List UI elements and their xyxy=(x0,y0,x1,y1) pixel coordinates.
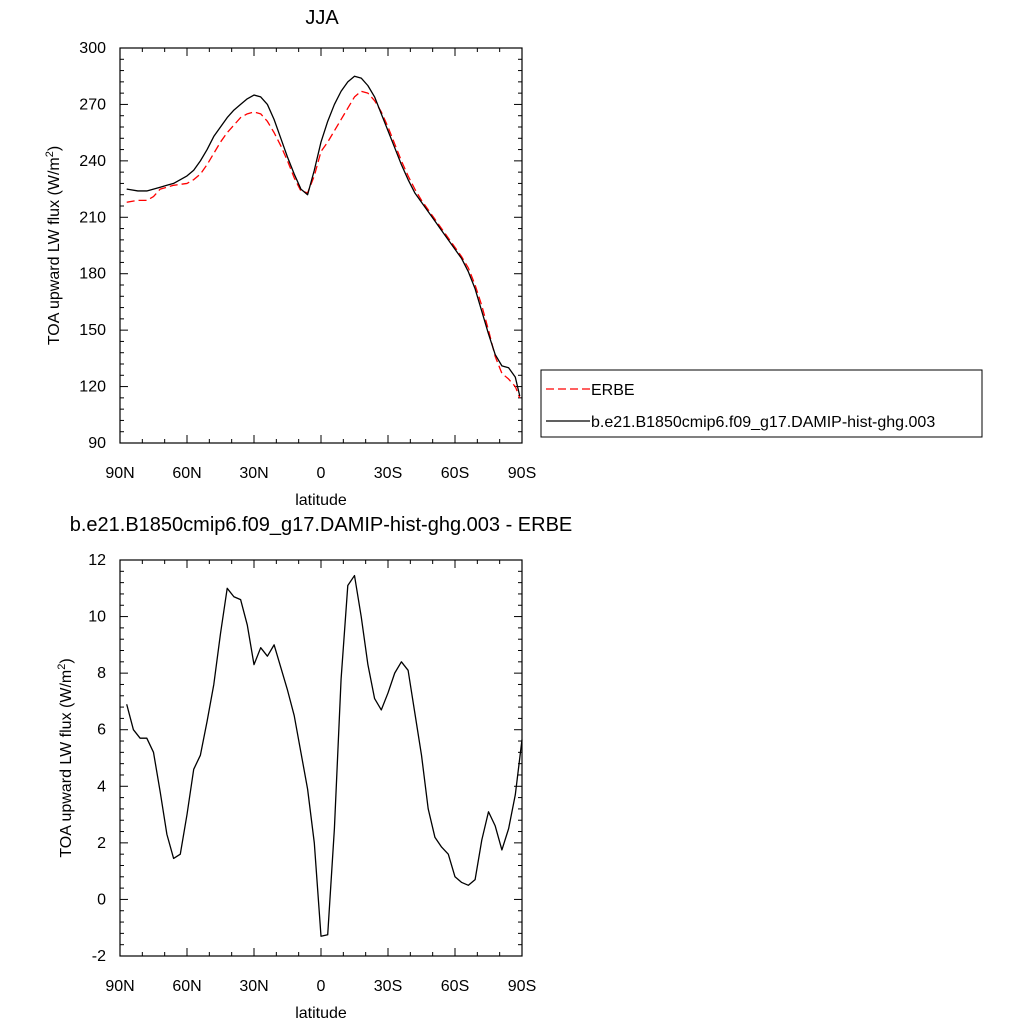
series-layer xyxy=(126,75,521,399)
x-tick-labels: 90N 60N 30N 0 30S 60S 90S xyxy=(105,465,536,482)
y-tick-label: 10 xyxy=(88,609,106,626)
x-tick-label: 90N xyxy=(105,978,134,995)
legend-erbe-label: ERBE xyxy=(591,382,635,399)
tick-marks xyxy=(119,47,523,444)
x-tick-label: 90S xyxy=(508,978,536,995)
y-tick-label: 8 xyxy=(97,665,106,682)
x-axis-label: latitude xyxy=(295,492,347,509)
legend: ERBE b.e21.B1850cmip6.f09_g17.DAMIP-hist… xyxy=(540,369,983,438)
y-tick-label: 0 xyxy=(97,891,106,908)
y-tick-label: 150 xyxy=(79,322,106,339)
series-line-erbe xyxy=(126,90,521,399)
y-axis-label: TOA upward LW flux (W/m2) xyxy=(44,146,63,345)
y-tick-label: 6 xyxy=(97,722,106,739)
legend-model-label: b.e21.B1850cmip6.f09_g17.DAMIP-hist-ghg.… xyxy=(591,414,935,431)
x-tick-label: 30N xyxy=(239,465,268,482)
y-tick-label: 2 xyxy=(97,835,106,852)
plot-frame xyxy=(119,47,523,444)
series-line-model xyxy=(126,75,521,397)
y-tick-label: 240 xyxy=(79,153,106,170)
y-tick-label: 90 xyxy=(88,435,106,452)
x-tick-label: 30N xyxy=(239,978,268,995)
x-tick-label: 90N xyxy=(105,465,134,482)
y-tick-label: 270 xyxy=(79,96,106,113)
y-tick-label: 180 xyxy=(79,266,106,283)
x-tick-label: 60S xyxy=(441,465,469,482)
x-tick-label: 0 xyxy=(317,465,326,482)
x-tick-label: 60S xyxy=(441,978,469,995)
y-tick-label: 4 xyxy=(97,778,106,795)
panel-title: JJA xyxy=(305,7,339,29)
x-tick-label: 60N xyxy=(172,978,201,995)
y-tick-label: 120 xyxy=(79,379,106,396)
y-tick-labels: 90 120 150 180 210 240 270 300 xyxy=(79,40,106,452)
series-layer xyxy=(126,574,523,937)
y-tick-label: 12 xyxy=(88,552,106,569)
legend-box xyxy=(540,369,983,438)
y-tick-labels: -2 0 2 4 6 8 10 12 xyxy=(88,552,106,965)
jja-panel: JJA 90 120 150 180 210 240 270 300 90N 60N 30N 0 30… xyxy=(44,7,983,509)
series-line-difference xyxy=(126,574,523,937)
x-axis-label: latitude xyxy=(295,1005,347,1022)
x-tick-label: 90S xyxy=(508,465,536,482)
x-tick-label: 60N xyxy=(172,465,201,482)
y-tick-label: 300 xyxy=(79,40,106,57)
panel-title: b.e21.B1850cmip6.f09_g17.DAMIP-hist-ghg.… xyxy=(70,514,573,536)
x-tick-label: 0 xyxy=(317,978,326,995)
x-tick-label: 30S xyxy=(374,465,402,482)
y-tick-label: 210 xyxy=(79,209,106,226)
x-tick-label: 30S xyxy=(374,978,402,995)
y-axis-label: TOA upward LW flux (W/m2) xyxy=(56,658,75,857)
difference-panel: b.e21.B1850cmip6.f09_g17.DAMIP-hist-ghg.… xyxy=(56,514,572,1022)
plot-frame xyxy=(119,559,523,957)
tick-marks xyxy=(119,559,523,957)
x-tick-labels: 90N 60N 30N 0 30S 60S 90S xyxy=(105,978,536,995)
y-tick-label: -2 xyxy=(92,948,106,965)
